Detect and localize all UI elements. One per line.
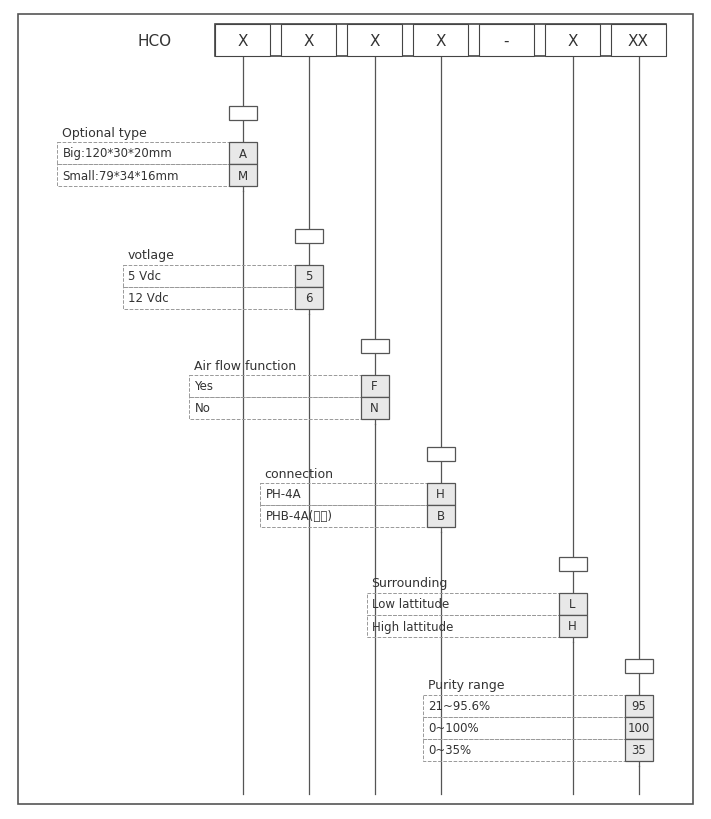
Text: H: H [568, 620, 577, 633]
Bar [188, 376, 388, 397]
Bar [413, 25, 468, 57]
Bar [56, 165, 257, 187]
Text: 100: 100 [627, 722, 650, 735]
Bar [624, 695, 653, 717]
Text: A: A [238, 147, 247, 161]
Text: Purity range: Purity range [427, 679, 504, 692]
Bar [360, 397, 388, 419]
Text: X: X [567, 34, 578, 48]
Text: 21~95.6%: 21~95.6% [429, 699, 491, 713]
Bar [294, 265, 323, 287]
Text: No: No [195, 402, 210, 415]
Text: Air flow function: Air flow function [193, 359, 296, 372]
Bar [422, 695, 653, 717]
Bar [122, 265, 323, 287]
Bar [228, 165, 257, 187]
Bar [360, 376, 388, 397]
Text: F: F [371, 380, 378, 393]
Text: votlage: votlage [127, 249, 174, 262]
Text: X: X [237, 34, 247, 48]
Bar [122, 287, 323, 310]
Text: High lattitude: High lattitude [373, 620, 454, 633]
Text: M: M [237, 170, 247, 183]
Text: 5: 5 [305, 270, 312, 283]
Bar [422, 739, 653, 761]
Bar [624, 659, 653, 673]
Text: Yes: Yes [195, 380, 213, 393]
Text: 95: 95 [631, 699, 646, 713]
Bar [427, 505, 454, 527]
Text: 6: 6 [305, 292, 312, 305]
Bar [228, 106, 257, 121]
Bar [624, 739, 653, 761]
Bar [294, 229, 323, 244]
Bar [479, 25, 534, 57]
Text: L: L [570, 598, 576, 611]
Text: 35: 35 [631, 744, 646, 757]
Text: N: N [370, 402, 379, 415]
Text: X: X [435, 34, 446, 48]
Text: 0~35%: 0~35% [429, 744, 471, 757]
Bar [56, 143, 257, 165]
Bar [366, 615, 587, 637]
Bar [228, 143, 257, 165]
Bar [559, 615, 587, 637]
Text: Big:120*30*20mm: Big:120*30*20mm [63, 147, 172, 161]
Bar [215, 25, 270, 57]
Bar [427, 483, 454, 505]
Text: X: X [304, 34, 314, 48]
Bar [215, 25, 666, 57]
Text: H: H [436, 488, 445, 501]
Text: -: - [504, 34, 509, 48]
Text: XX: XX [628, 34, 649, 48]
Bar [260, 505, 454, 527]
Text: 5 Vdc: 5 Vdc [129, 270, 161, 283]
Bar [347, 25, 402, 57]
Text: X: X [369, 34, 380, 48]
Text: PHB-4A(带扣): PHB-4A(带扣) [265, 510, 333, 523]
Text: 12 Vdc: 12 Vdc [129, 292, 169, 305]
Bar [559, 557, 587, 572]
Text: 0~100%: 0~100% [429, 722, 479, 735]
Text: Surrounding: Surrounding [372, 577, 448, 590]
Text: connection: connection [264, 467, 333, 480]
Bar [360, 340, 388, 354]
Bar [559, 593, 587, 615]
Bar [281, 25, 336, 57]
Text: Low lattitude: Low lattitude [373, 598, 450, 611]
Text: Optional type: Optional type [61, 126, 146, 139]
Text: B: B [437, 510, 444, 523]
Bar [422, 717, 653, 739]
Text: Small:79*34*16mm: Small:79*34*16mm [63, 170, 179, 183]
Bar [294, 287, 323, 310]
Bar [624, 717, 653, 739]
Bar [611, 25, 666, 57]
Text: HCO: HCO [138, 34, 172, 48]
Bar [545, 25, 600, 57]
Bar [260, 483, 454, 505]
Text: PH-4A: PH-4A [265, 488, 301, 501]
Bar [427, 447, 454, 461]
Bar [188, 397, 388, 419]
Bar [366, 593, 587, 615]
